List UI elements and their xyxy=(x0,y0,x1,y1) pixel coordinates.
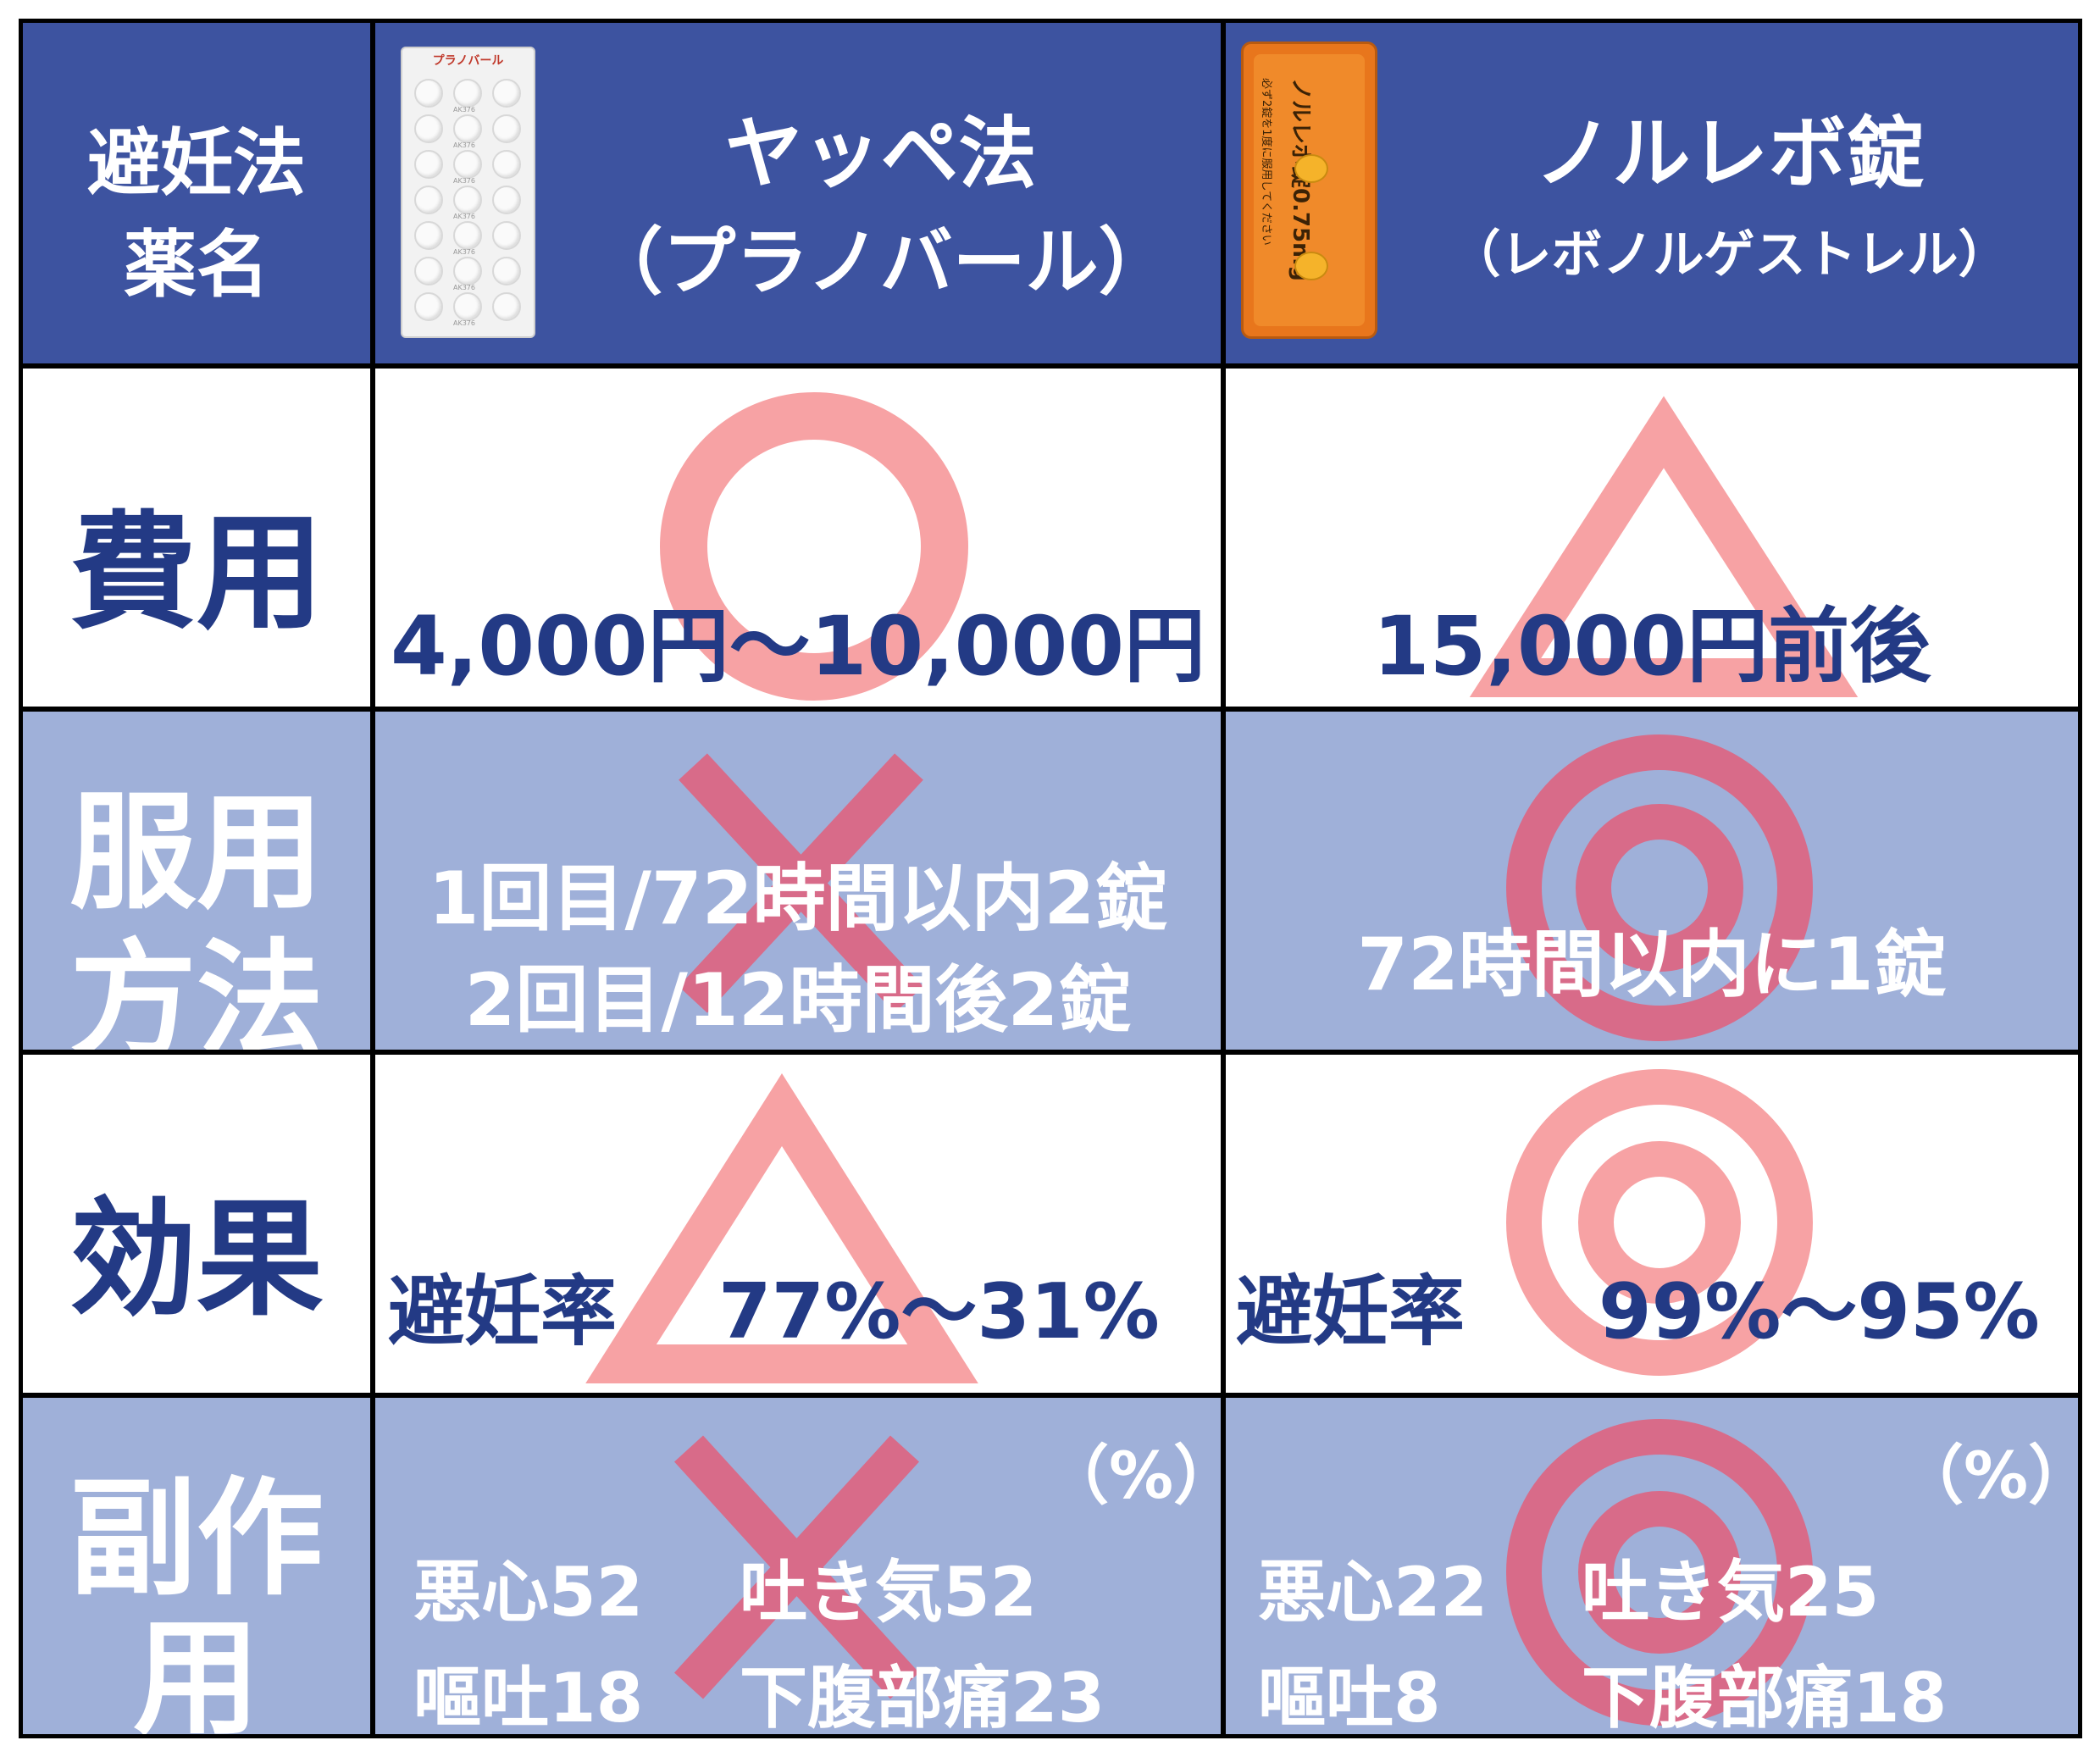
rating-triangle-icon xyxy=(585,1073,978,1383)
effect-col1-value: 77%～31% xyxy=(718,1267,1160,1356)
side-effects-col2-unit: （%） xyxy=(1899,1438,2082,1513)
side-effects-col2-item-2: 吐き気25 xyxy=(1582,1553,1880,1632)
cost-col2-text: 15,000円前後 xyxy=(1372,599,1931,694)
blister-pill xyxy=(414,150,443,179)
blister-pill xyxy=(492,221,521,250)
blister-pill xyxy=(453,186,482,214)
header-label-line1: 避妊法 xyxy=(87,121,306,206)
side-effects-label-line1: 副作 xyxy=(69,1466,324,1613)
cost-label: 費用 xyxy=(69,500,324,647)
blister-pill xyxy=(492,186,521,214)
side-effects-col1-unit: （%） xyxy=(1044,1438,1225,1513)
rating-double-circle-icon xyxy=(1506,1419,1813,1726)
side-effects-col1-item-2: 吐き気52 xyxy=(740,1553,1038,1632)
cost-col1-text: 4,000円～10,000円 xyxy=(390,599,1206,694)
blister-pill-code: AK376 xyxy=(453,284,475,291)
header-col1-sub: （プラノバール） xyxy=(590,220,1172,305)
effect-col2-cell: 避妊率 99%～95% xyxy=(1222,1050,2082,1397)
blister-pill xyxy=(492,79,521,108)
effect-col1-label: 避妊率 xyxy=(388,1267,617,1356)
planovar-pack-image: プラノバール AK376 AK376 AK376 AK376 AK376 AK376 AK3… xyxy=(401,47,535,338)
blister-pill xyxy=(453,114,482,143)
blister-pill xyxy=(453,221,482,250)
blister-pill xyxy=(453,292,482,321)
header-label-line2: 薬名 xyxy=(124,223,269,308)
norlevo-pill-1 xyxy=(1294,154,1328,183)
side-effects-col2-item-1: 悪心22 xyxy=(1258,1553,1488,1632)
blister-pill xyxy=(414,221,443,250)
blister-pill xyxy=(414,79,443,108)
dosage-col2-cell: 72時間以内に1錠 xyxy=(1222,707,2082,1054)
blister-pill xyxy=(492,292,521,321)
blister-pill xyxy=(453,257,482,285)
cost-col2-cell: 15,000円前後 xyxy=(1222,364,2082,711)
dosage-label-cell: 服用 方法 xyxy=(19,707,374,1054)
rating-cross-icon xyxy=(679,753,923,1013)
effect-label: 効果 xyxy=(69,1186,324,1333)
side-effects-col1-item-3: 嘔吐18 xyxy=(413,1659,644,1738)
header-col2-sub: （レボノルゲストレル） xyxy=(1449,225,2009,285)
dosage-col1-cell: 1回目/72時間以内2錠 2回目/12時間後2錠 xyxy=(371,707,1225,1054)
dosage-col1-line1: 1回目/72時間以内2錠 xyxy=(428,856,1168,941)
blister-pill xyxy=(414,114,443,143)
rating-double-circle-icon xyxy=(1506,1069,1813,1376)
blister-pill xyxy=(492,150,521,179)
blister-pill xyxy=(414,186,443,214)
effect-col2-label: 避妊率 xyxy=(1236,1267,1465,1356)
side-effects-col1-item-4: 下腹部痛23 xyxy=(740,1659,1105,1738)
blister-pill-code: AK376 xyxy=(453,248,475,256)
rating-double-circle-icon xyxy=(1506,734,1813,1041)
rating-triangle-icon xyxy=(1469,396,1859,697)
side-effects-label-cell: 副作 用 xyxy=(19,1394,374,1738)
planovar-pack-label: プラノバール xyxy=(432,54,504,68)
blister-pill xyxy=(492,257,521,285)
blister-pill-code: AK376 xyxy=(453,177,475,185)
norlevo-pack-image: ノルレボ錠0.75mg 必ず2錠を1度に服用してください xyxy=(1241,42,1377,339)
rating-cross-icon xyxy=(673,1435,920,1699)
blister-pill-code: AK376 xyxy=(453,106,475,114)
side-effects-col2-item-4: 下腹部痛18 xyxy=(1582,1659,1948,1738)
dosage-label-line1: 服用 xyxy=(69,779,324,927)
dosage-label-line2: 方法 xyxy=(69,928,324,1054)
header-col1-name: ヤッペ法 xyxy=(724,108,1037,199)
header-label-cell: 避妊法 薬名 xyxy=(19,19,374,368)
dosage-col2-text: 72時間以内に1錠 xyxy=(1357,923,1947,1007)
cost-col1-cell: 4,000円～10,000円 xyxy=(371,364,1225,711)
effect-col1-cell: 避妊率 77%～31% xyxy=(371,1050,1225,1397)
blister-pill xyxy=(414,292,443,321)
dosage-col1-line2: 2回目/12時間後2錠 xyxy=(464,958,1132,1043)
blister-pill xyxy=(453,79,482,108)
side-effects-col1-cell: （%） 悪心52 吐き気52 嘔吐18 下腹部痛23 xyxy=(371,1394,1225,1738)
header-col2-name: ノルレボ錠 xyxy=(1534,108,1925,199)
blister-pill-code: AK376 xyxy=(453,213,475,220)
header-col1-cell: プラノバール AK376 AK376 AK376 AK376 AK376 AK376 AK3… xyxy=(371,19,1225,368)
effect-col2-value: 99%～95% xyxy=(1599,1267,2040,1356)
side-effects-col2-item-3: 嘔吐8 xyxy=(1258,1659,1441,1738)
blister-pill xyxy=(414,257,443,285)
blister-pill-code: AK376 xyxy=(453,141,475,149)
effect-label-cell: 効果 xyxy=(19,1050,374,1397)
side-effects-label-line2: 用 xyxy=(132,1605,260,1738)
blister-pill xyxy=(453,150,482,179)
blister-pill xyxy=(492,114,521,143)
rating-circle-icon xyxy=(660,392,968,701)
side-effects-col2-cell: （%） 悪心22 吐き気25 嘔吐8 下腹部痛18 xyxy=(1222,1394,2082,1738)
blister-pill-code: AK376 xyxy=(453,319,475,327)
cost-label-cell: 費用 xyxy=(19,364,374,711)
header-col2-cell: ノルレボ錠0.75mg 必ず2錠を1度に服用してください ノルレボ錠 （レボノル… xyxy=(1222,19,2082,368)
norlevo-pack-note: 必ず2錠を1度に服用してください xyxy=(1260,78,1272,246)
side-effects-col1-item-1: 悪心52 xyxy=(413,1553,644,1632)
norlevo-pill-2 xyxy=(1294,252,1328,280)
planovar-pill-grid: AK376 AK376 AK376 AK376 AK376 AK376 AK376 xyxy=(411,74,525,328)
